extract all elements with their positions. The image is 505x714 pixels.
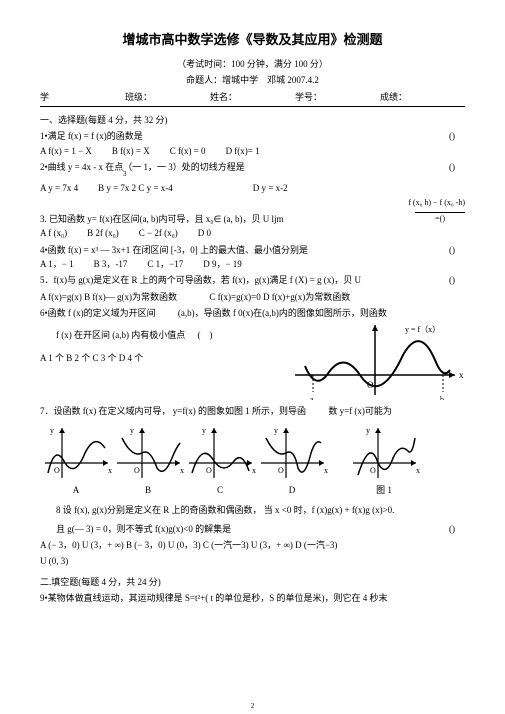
q8-text2: 且 g(— 3) = 0，则不等式 f(x)g(x)<0 的解集是 () xyxy=(56,522,465,536)
header-chengji: 成绩： xyxy=(380,90,465,104)
axis-x-f: x xyxy=(416,466,420,475)
axis-y-c: y xyxy=(202,426,206,435)
q6-sub: f (x) 在开区间 (a,b) 内有极小值点 ( ) xyxy=(56,328,275,342)
q2-sub: 3 xyxy=(123,169,127,180)
q5-optA: A f(x)=g(x) B f(x)— g(x)为常数函数 xyxy=(40,292,177,302)
q4-opts: A 1，− 1 B 3，-17 C 1，−17 D 9，− 19 xyxy=(40,257,465,271)
label-a: A xyxy=(40,483,112,497)
q5-optC: C f(x)=g(x)=0 D f(x)+g(x)为常数函数 xyxy=(209,292,350,302)
section1-title: 一、选择题(每题 4 分，共 32 分) xyxy=(40,113,465,127)
q4-optA: A 1，− 1 xyxy=(40,257,74,271)
q5-paren: () xyxy=(449,273,455,287)
q2-stem: 2•曲线 y = 4x - x 在点（一 1，一 3）处的切线方程是 xyxy=(40,162,245,172)
author-info: 命题人：增城中学 邓城 2007.4.2 xyxy=(40,73,465,87)
q2-paren: () xyxy=(449,160,455,174)
q8-opts: A (− 3，0) U (3，+ ∞) B (− 3，0) U (0，3) C … xyxy=(40,538,465,552)
axis-a: a xyxy=(310,395,314,400)
q1-text: 1•满足 f(x) = f (x)的函数是 () xyxy=(40,129,465,143)
q7-graph-b: O x y xyxy=(112,423,184,483)
q3-frac: f (x₀ h) − f (x₀ -h) xyxy=(40,197,465,210)
axis-y-a: y xyxy=(50,426,54,435)
q1-optA: A f(x) = 1 − X xyxy=(40,144,92,158)
q1-opts: A f(x) = 1 − X B f(x) = X C f(x) = 0 D f… xyxy=(40,144,465,158)
q2-opts: A y = 7x 4 B y = 7x 2 C y = x-4 D y = x-… xyxy=(40,181,465,195)
q8-text: 8 设 f(x), g(x)分别是定义在 R 上的奇函数和偶函数， 当 x <0… xyxy=(56,503,465,517)
q2-optA: A y = 7x 4 xyxy=(40,181,78,195)
q8-optE: U (0, 3) xyxy=(40,554,465,568)
q7-graphs: O x y A O x y B xyxy=(40,423,465,497)
header-xuehao: 学号： xyxy=(295,90,380,104)
q4-optD: D 9，− 19 xyxy=(203,257,242,271)
q4-text: 4•函数 f(x) = x³ — 3x+1 在闭区间 [-3，0] 上的最大值、… xyxy=(40,243,465,257)
q1-stem: 1•满足 f(x) = f (x)的函数是 xyxy=(40,131,143,141)
page-title: 增城市高中数学选修《导数及其应用》检测题 xyxy=(40,30,465,51)
q4-paren: () xyxy=(449,243,455,257)
q8-paren: () xyxy=(449,522,455,536)
q3-text: 3. 已知函数 y= f(x)在区间(a, b)内可导，且 x₀∈ (a, b)… xyxy=(40,212,465,226)
label-c: C xyxy=(184,483,256,497)
q2-text: 2•曲线 y = 4x - x 在点（一 1，一 3）处的切线方程是 3 () xyxy=(40,160,465,174)
axis-x-d: x xyxy=(324,466,328,475)
q3-optB: B 2f (x₀) xyxy=(87,226,119,240)
axis-x: x xyxy=(459,370,464,380)
axis-y-f: y xyxy=(366,426,370,435)
q7-stem: 7．设函数 f(x) 在定义域内可导， y=f(x) 的图象如图 1 所示，则导… xyxy=(40,406,306,416)
section2-title: 二.填空题(每题 4 分，共 24 分) xyxy=(40,575,465,589)
axis-o-f: O xyxy=(370,466,376,475)
q3-stem: 3. 已知函数 y= f(x)在区间(a, b)内可导，且 x₀∈ (a, b)… xyxy=(40,214,284,224)
axis-o-a: O xyxy=(54,466,60,475)
q3-optA: A f (x₀) xyxy=(40,226,67,240)
q6-subparen: ( ) xyxy=(197,330,212,340)
q3-eq: =() xyxy=(415,212,465,226)
header-banji: 班级： xyxy=(125,90,210,104)
q3-opts: A f (x₀) B 2f (x₀) C − 2f (x₀) D 0 xyxy=(40,226,465,240)
q5-text: 5．f(x)与 g(x)是定义在 R 上的两个可导函数，若 f(x)，g(x)满… xyxy=(40,273,465,287)
q3-optD: D 0 xyxy=(198,226,211,240)
axis-o-b: O xyxy=(134,466,140,475)
axis-y-d: y xyxy=(274,426,278,435)
q7-text: 7．设函数 f(x) 在定义域内可导， y=f(x) 的图象如图 1 所示，则导… xyxy=(40,404,465,418)
q1-optB: B f(x) = X xyxy=(112,144,150,158)
header-xue: 学 xyxy=(40,90,125,104)
q7-graph-a: O x y xyxy=(40,423,112,483)
q7-graph-c: O x y xyxy=(184,423,256,483)
q6-stem2: (a,b)，导函数 f 0(x)在(a,b)内的图像如图所示，则函数 xyxy=(178,308,387,318)
header-row: 学 班级： 姓名： 学号： 成绩： xyxy=(40,90,465,107)
q5-opts: A f(x)=g(x) B f(x)— g(x)为常数函数 C f(x)=g(x… xyxy=(40,290,465,304)
q6-graph: x O a b y = f（x） xyxy=(285,320,465,400)
q6-subtext: f (x) 在开区间 (a,b) 内有极小值点 xyxy=(56,330,185,340)
q2-optD: D y = x-2 xyxy=(253,181,288,195)
q9-text: 9•某物体做直线运动，其运动规律是 S=t²+( t 的单位是秒，S 的单位是米… xyxy=(40,591,465,605)
q1-paren: () xyxy=(449,129,455,143)
axis-b: b xyxy=(440,395,444,400)
q1-optD: D f(x)= 1 xyxy=(226,144,260,158)
q7-graph-d: O x y xyxy=(256,423,328,483)
label-d: D xyxy=(256,483,328,497)
q2-optB: B y = 7x 2 C y = x-4 xyxy=(98,181,173,195)
axis-y-b: y xyxy=(130,426,134,435)
q8-stem2: 且 g(— 3) = 0，则不等式 f(x)g(x)<0 的解集是 xyxy=(56,524,231,534)
exam-info: （考试时间：100 分钟，满分 100 分） xyxy=(40,57,465,71)
axis-o-d: O xyxy=(278,466,284,475)
page-number: 2 xyxy=(251,701,255,712)
q4-stem: 4•函数 f(x) = x³ — 3x+1 在闭区间 [-3，0] 上的最大值、… xyxy=(40,245,308,255)
q7-graph-fig1: O x y xyxy=(348,423,420,483)
q5-stem: 5．f(x)与 g(x)是定义在 R 上的两个可导函数，若 f(x)，g(x)满… xyxy=(40,275,361,285)
label-b: B xyxy=(112,483,184,497)
q6-opts: A 1 个 B 2 个 C 3 个 D 4 个 xyxy=(40,351,275,365)
curve-label: y = f（x） xyxy=(405,325,440,334)
q3-optC: C − 2f (x₀) xyxy=(139,226,178,240)
header-xingming: 姓名： xyxy=(210,90,295,104)
q4-optC: C 1，−17 xyxy=(147,257,183,271)
q7-stem2: 数 y=f (x)可能为 xyxy=(328,406,392,416)
q4-optB: B 3，-17 xyxy=(94,257,128,271)
q6-stem: 6•函数 f (x)的定义域为开区间 xyxy=(40,308,156,318)
q6-text: 6•函数 f (x)的定义域为开区间 (a,b)，导函数 f 0(x)在(a,b… xyxy=(40,306,465,320)
q1-optC: C f(x) = 0 xyxy=(170,144,206,158)
label-fig1: 图 1 xyxy=(348,483,420,497)
axis-o-c: O xyxy=(206,466,212,475)
